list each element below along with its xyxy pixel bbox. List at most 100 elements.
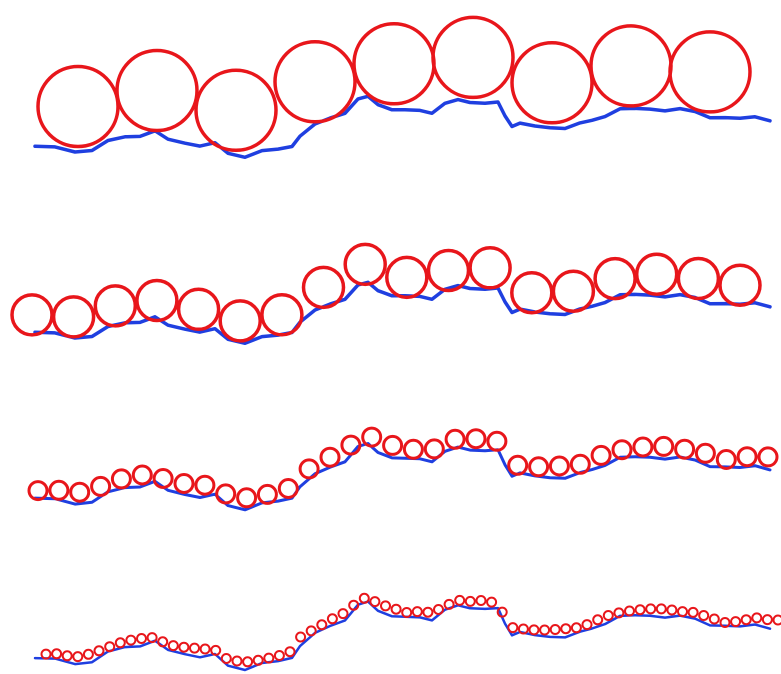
measuring-circle bbox=[517, 623, 529, 635]
measuring-circle bbox=[385, 255, 429, 300]
measuring-circle bbox=[593, 256, 637, 301]
measuring-circle bbox=[231, 655, 243, 667]
measuring-circle bbox=[715, 449, 737, 470]
measuring-circle bbox=[337, 608, 349, 620]
measuring-circle bbox=[674, 438, 696, 460]
measuring-circle bbox=[263, 652, 275, 664]
measuring-circle bbox=[698, 610, 710, 621]
measuring-circle bbox=[199, 643, 211, 655]
measuring-circle bbox=[401, 607, 413, 618]
measuring-circle bbox=[560, 623, 572, 635]
measuring-circle bbox=[719, 617, 731, 628]
measuring-circle bbox=[295, 631, 307, 643]
measuring-circle bbox=[194, 68, 278, 153]
measuring-circle bbox=[464, 595, 476, 607]
measuring-circle bbox=[319, 446, 341, 468]
panel-2 bbox=[10, 242, 772, 346]
measuring-circle bbox=[645, 603, 657, 615]
measuring-circle bbox=[305, 625, 317, 637]
measuring-circle bbox=[36, 64, 120, 149]
measuring-circle bbox=[48, 479, 70, 501]
measuring-circle bbox=[468, 246, 512, 290]
coastline-path bbox=[33, 94, 772, 160]
measuring-circle bbox=[61, 650, 73, 662]
measuring-circle bbox=[632, 436, 654, 458]
measuring-circle bbox=[510, 270, 554, 315]
measuring-circle bbox=[589, 24, 673, 108]
measuring-circle bbox=[549, 624, 561, 635]
measuring-circle bbox=[210, 644, 222, 656]
measuring-circle bbox=[343, 242, 387, 287]
measuring-circle bbox=[215, 483, 237, 505]
measuring-circle bbox=[740, 614, 752, 626]
measuring-circle bbox=[115, 48, 199, 133]
measuring-circle bbox=[348, 599, 360, 611]
measuring-circle bbox=[655, 603, 667, 615]
measuring-circle bbox=[475, 595, 487, 606]
measuring-circle bbox=[152, 468, 174, 489]
measuring-circle bbox=[110, 468, 132, 490]
measuring-circle bbox=[761, 614, 773, 626]
measuring-circle bbox=[316, 619, 328, 631]
panel-3 bbox=[27, 426, 779, 512]
measuring-circle bbox=[93, 284, 138, 328]
measuring-circle bbox=[72, 651, 84, 663]
measuring-circle bbox=[634, 604, 646, 616]
measuring-circle bbox=[69, 481, 91, 503]
measuring-circle bbox=[423, 438, 445, 460]
measuring-circle bbox=[104, 641, 116, 653]
measuring-circle bbox=[135, 278, 179, 323]
measuring-circle bbox=[528, 624, 540, 636]
measuring-circle bbox=[757, 446, 779, 468]
measuring-circle bbox=[51, 295, 96, 339]
measuring-circle bbox=[157, 636, 169, 648]
measuring-circle bbox=[51, 648, 63, 660]
measuring-circle bbox=[730, 616, 742, 628]
measuring-circle bbox=[136, 633, 147, 644]
measuring-circle bbox=[131, 464, 153, 486]
panel-1 bbox=[33, 15, 772, 160]
measuring-circle bbox=[284, 646, 296, 658]
measuring-circle bbox=[218, 299, 262, 343]
measuring-circle bbox=[114, 637, 126, 649]
measuring-circle bbox=[551, 269, 596, 313]
measuring-circle bbox=[611, 439, 633, 461]
measuring-circle bbox=[486, 430, 508, 452]
measuring-circle bbox=[718, 263, 762, 307]
measuring-circle bbox=[402, 438, 424, 460]
measuring-circle bbox=[298, 458, 320, 480]
measuring-circle bbox=[167, 640, 179, 652]
measuring-circle bbox=[390, 603, 402, 615]
measuring-circle bbox=[539, 624, 551, 636]
measuring-circle bbox=[10, 293, 54, 337]
coastline-path bbox=[33, 600, 772, 672]
measuring-circle bbox=[194, 474, 216, 496]
measuring-circle bbox=[256, 483, 278, 505]
measuring-circle bbox=[443, 598, 455, 610]
measuring-circle bbox=[444, 428, 466, 450]
measuring-circle bbox=[236, 487, 258, 509]
measuring-circle bbox=[528, 456, 550, 478]
measuring-circle bbox=[592, 614, 604, 626]
measuring-circle bbox=[189, 642, 200, 654]
measuring-circle bbox=[507, 454, 529, 476]
measuring-circle bbox=[178, 641, 190, 653]
measuring-circle bbox=[426, 248, 471, 293]
coastline-path bbox=[33, 280, 772, 346]
measuring-circle bbox=[613, 607, 625, 619]
measuring-circle bbox=[602, 610, 614, 621]
measuring-circle bbox=[326, 613, 338, 625]
measuring-circle bbox=[570, 622, 582, 634]
measuring-circle bbox=[125, 634, 137, 646]
measuring-circle bbox=[581, 619, 593, 631]
measuring-circle bbox=[510, 41, 594, 125]
measuring-circle bbox=[380, 600, 391, 612]
measuring-circle bbox=[676, 256, 721, 301]
measuring-circle bbox=[273, 40, 357, 124]
measuring-circle bbox=[40, 648, 52, 660]
measuring-circle bbox=[653, 435, 675, 457]
measuring-circle bbox=[634, 252, 679, 296]
measuring-circle bbox=[772, 614, 781, 626]
measuring-circle bbox=[422, 606, 434, 618]
